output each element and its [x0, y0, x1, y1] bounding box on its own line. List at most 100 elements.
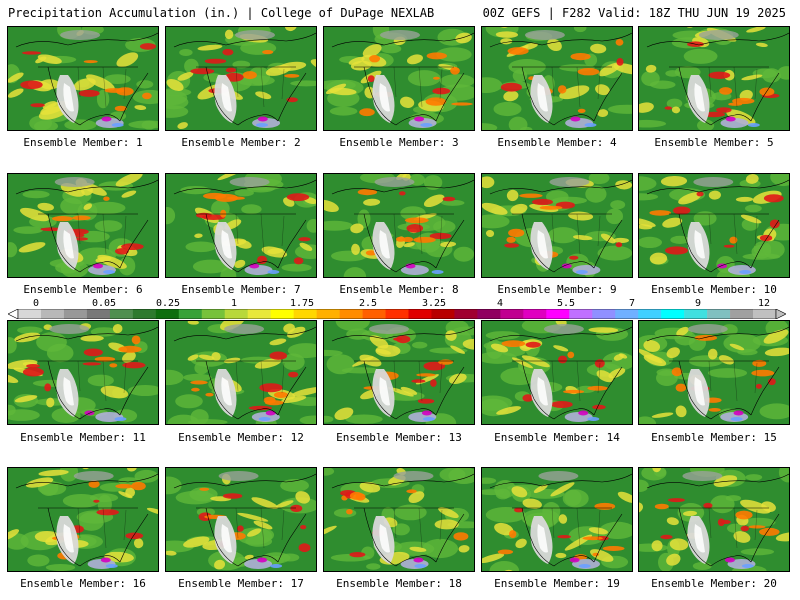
ensemble-member-label: Ensemble Member: 5 [654, 136, 774, 149]
ensemble-member-map [481, 173, 633, 278]
precip-map-image [166, 468, 316, 571]
colorbar-swatch [132, 309, 157, 319]
colorbar-swatch [18, 309, 42, 319]
precip-map-image [166, 321, 316, 424]
precip-map-image [639, 174, 789, 277]
ensemble-member-map [7, 173, 159, 278]
colorbar-swatch [293, 309, 317, 319]
colorbar-swatch [86, 309, 111, 319]
ensemble-member-label: Ensemble Member: 19 [494, 577, 620, 590]
colorbar-swatch [431, 309, 455, 319]
precip-map-image [166, 27, 316, 130]
colorbar-swatch [500, 309, 524, 319]
ensemble-member-map [7, 467, 159, 572]
precip-map-image [324, 321, 474, 424]
colorbar-swatch [684, 309, 708, 319]
ensemble-member-map [7, 320, 159, 425]
colorbar-swatch [408, 309, 432, 319]
ensemble-member-map [481, 26, 633, 131]
ensemble-member-map [323, 26, 475, 131]
colorbar-swatch [569, 309, 593, 319]
ensemble-member-label: Ensemble Member: 9 [497, 283, 617, 296]
colorbar-swatch [178, 309, 203, 319]
precipitation-colorbar [8, 309, 786, 319]
ensemble-member-label: Ensemble Member: 8 [339, 283, 459, 296]
ensemble-member-label: Ensemble Member: 11 [20, 431, 146, 444]
colorbar-swatch [270, 309, 294, 319]
colorbar-swatch [362, 309, 386, 319]
precip-map-image [324, 27, 474, 130]
colorbar-right-arrow [775, 309, 786, 319]
colorbar-swatch [224, 309, 248, 319]
precip-map-image [639, 27, 789, 130]
ensemble-member-map [165, 320, 317, 425]
ensemble-member-label: Ensemble Member: 14 [494, 431, 620, 444]
colorbar-swatch [201, 309, 226, 319]
precip-map-image [8, 321, 158, 424]
ensemble-member-label: Ensemble Member: 1 [23, 136, 143, 149]
colorbar-tick-label: 2.5 [358, 298, 378, 309]
ensemble-member-map [323, 320, 475, 425]
ensemble-member-label: Ensemble Member: 12 [178, 431, 304, 444]
run-info: 00Z GEFS | F282 Valid: 18Z THU JUN 19 20… [482, 6, 786, 20]
ensemble-member-label: Ensemble Member: 17 [178, 577, 304, 590]
colorbar-swatch [339, 309, 363, 319]
precip-map-image [639, 468, 789, 571]
ensemble-member-map [165, 173, 317, 278]
ensemble-member-map [165, 26, 317, 131]
precip-map-image [482, 321, 632, 424]
ensemble-member-map [323, 467, 475, 572]
colorbar-swatch [385, 309, 409, 319]
colorbar-swatch [155, 309, 180, 319]
ensemble-member-map [165, 467, 317, 572]
colorbar-swatch [661, 309, 685, 319]
precip-map-image [8, 174, 158, 277]
colorbar-swatch [247, 309, 271, 319]
colorbar-swatch [63, 309, 88, 319]
ensemble-member-label: Ensemble Member: 10 [651, 283, 777, 296]
precip-map-image [8, 27, 158, 130]
colorbar-tick-label: 9 [694, 298, 702, 309]
colorbar-swatch [477, 309, 501, 319]
precip-map-image [324, 468, 474, 571]
colorbar-tick-label: 4 [496, 298, 504, 309]
colorbar-swatch [592, 309, 616, 319]
ensemble-member-map [638, 320, 790, 425]
ensemble-member-label: Ensemble Member: 20 [651, 577, 777, 590]
ensemble-member-label: Ensemble Member: 6 [23, 283, 143, 296]
colorbar-tick-label: 0.05 [91, 298, 117, 309]
ensemble-member-label: Ensemble Member: 2 [181, 136, 301, 149]
colorbar-swatch [707, 309, 731, 319]
colorbar-tick-label: 3.25 [421, 298, 447, 309]
ensemble-member-label: Ensemble Member: 4 [497, 136, 617, 149]
colorbar-swatch [546, 309, 570, 319]
ensemble-member-label: Ensemble Member: 3 [339, 136, 459, 149]
colorbar-left-arrow [8, 309, 19, 319]
ensemble-member-map [638, 173, 790, 278]
ensemble-member-map [638, 467, 790, 572]
precip-map-image [482, 27, 632, 130]
colorbar-swatch [615, 309, 639, 319]
colorbar-tick-label: 7 [628, 298, 636, 309]
ensemble-member-label: Ensemble Member: 13 [336, 431, 462, 444]
precip-map-image [8, 468, 158, 571]
ensemble-member-label: Ensemble Member: 18 [336, 577, 462, 590]
colorbar-swatch [40, 309, 65, 319]
colorbar-swatch [316, 309, 340, 319]
page-title: Precipitation Accumulation (in.) | Colle… [8, 6, 435, 20]
precip-map-image [166, 174, 316, 277]
precip-map-image [482, 174, 632, 277]
colorbar-swatch [109, 309, 134, 319]
ensemble-member-label: Ensemble Member: 7 [181, 283, 301, 296]
ensemble-member-map [638, 26, 790, 131]
precip-map-image [482, 468, 632, 571]
ensemble-member-map [323, 173, 475, 278]
colorbar-tick-label: 1.75 [289, 298, 315, 309]
colorbar-tick-label: 5.5 [556, 298, 576, 309]
colorbar-swatch [454, 309, 478, 319]
colorbar-swatch [523, 309, 547, 319]
colorbar-swatch [753, 309, 777, 319]
precip-map-image [324, 174, 474, 277]
ensemble-member-map [7, 26, 159, 131]
ensemble-member-map [481, 320, 633, 425]
